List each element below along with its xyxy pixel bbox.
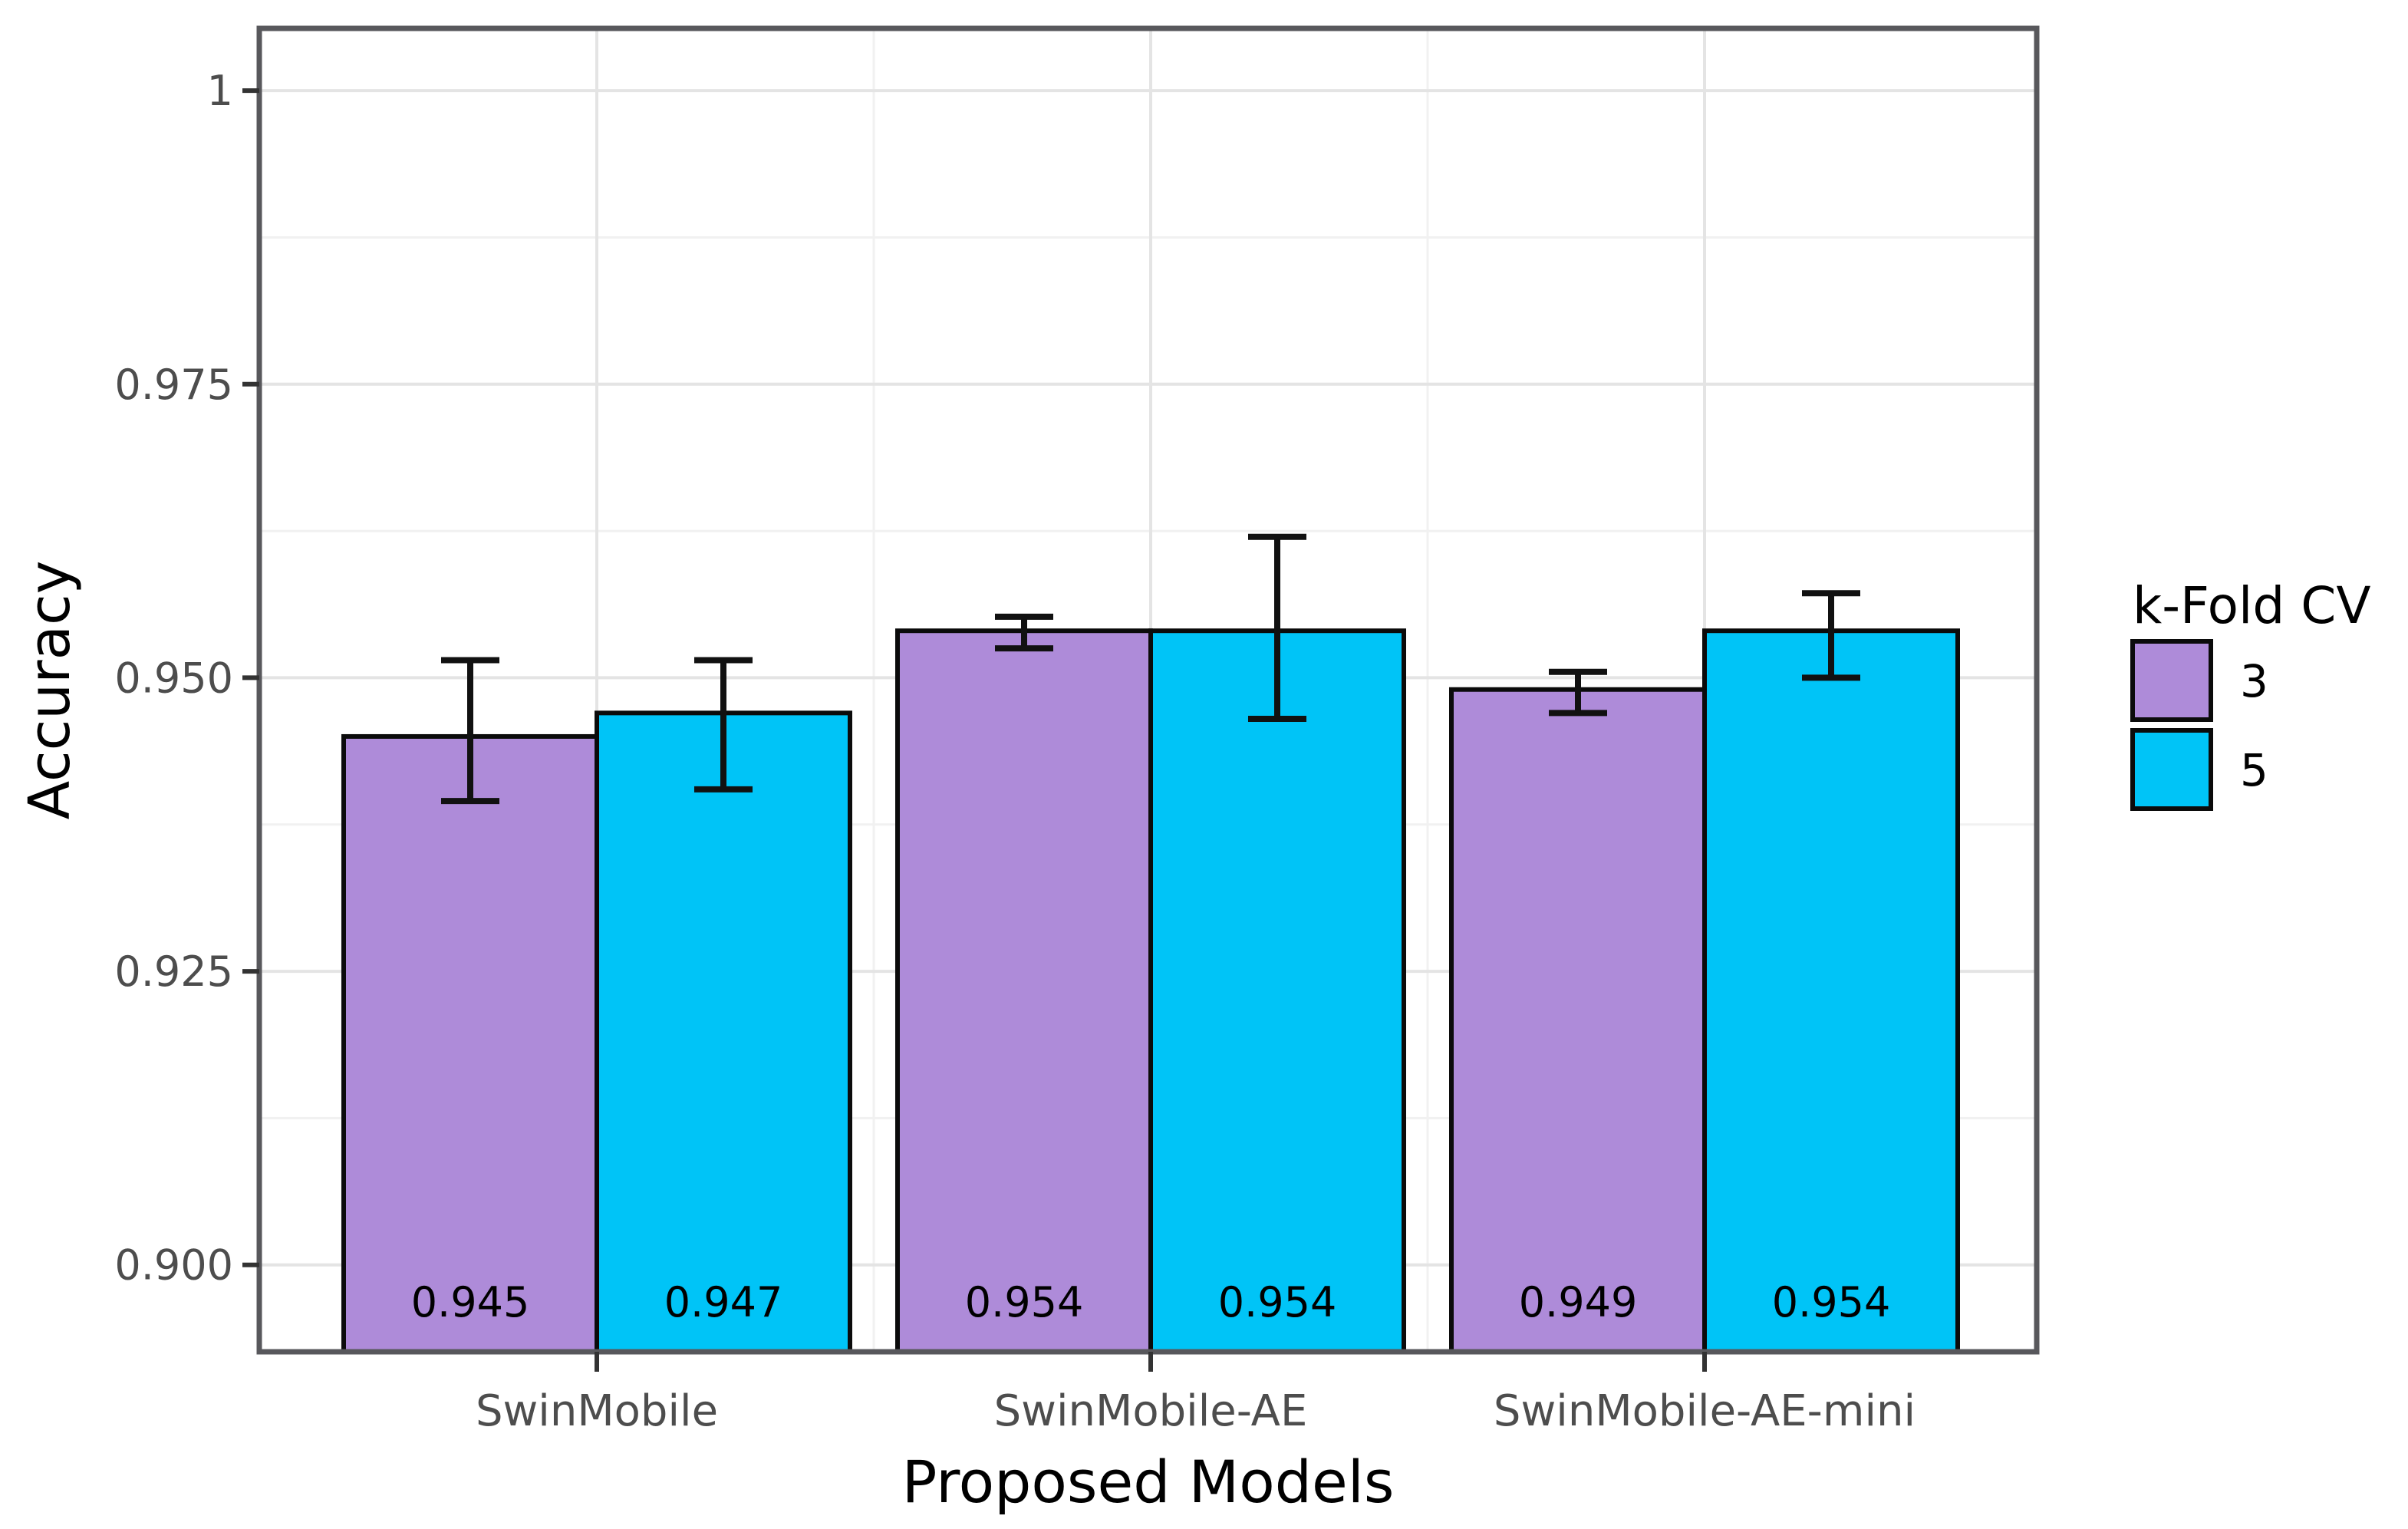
bar-value-label: 0.949 (1519, 1278, 1638, 1326)
legend-swatch-5 (2130, 728, 2213, 811)
bar-SwinMobile-AE-mini-k3 (1449, 687, 1707, 1354)
bar-value-label: 0.947 (664, 1278, 783, 1326)
legend-swatch-3 (2130, 639, 2213, 722)
bar-SwinMobile-k3 (341, 733, 599, 1354)
x-tick-label: SwinMobile-AE (994, 1386, 1308, 1436)
bar-value-label: 0.945 (411, 1278, 530, 1326)
bar-value-label: 0.954 (965, 1278, 1084, 1326)
legend-title: k-Fold CV (2133, 576, 2370, 635)
y-tick-label: 0.950 (114, 654, 233, 702)
y-axis-title: Accuracy (17, 561, 83, 820)
x-tick-label: SwinMobile-AE-mini (1494, 1386, 1916, 1436)
x-tick-label: SwinMobile (476, 1386, 718, 1436)
bar-value-label: 0.954 (1772, 1278, 1891, 1326)
bar-SwinMobile-AE-k5 (1148, 628, 1406, 1354)
y-tick-label: 0.975 (114, 361, 233, 409)
panel-border (256, 25, 2040, 1355)
bar-SwinMobile-AE-k3 (895, 628, 1153, 1354)
legend-label: 3 (2240, 655, 2268, 707)
bar-SwinMobile-AE-mini-k5 (1702, 628, 1960, 1354)
bar-SwinMobile-k5 (595, 710, 852, 1354)
y-tick-label: 1 (207, 67, 233, 115)
legend-label: 5 (2240, 744, 2268, 796)
x-axis-title: Proposed Models (902, 1448, 1395, 1516)
y-tick-label: 0.900 (114, 1241, 233, 1290)
bar-value-label: 0.954 (1218, 1278, 1337, 1326)
y-tick-label: 0.925 (114, 947, 233, 996)
